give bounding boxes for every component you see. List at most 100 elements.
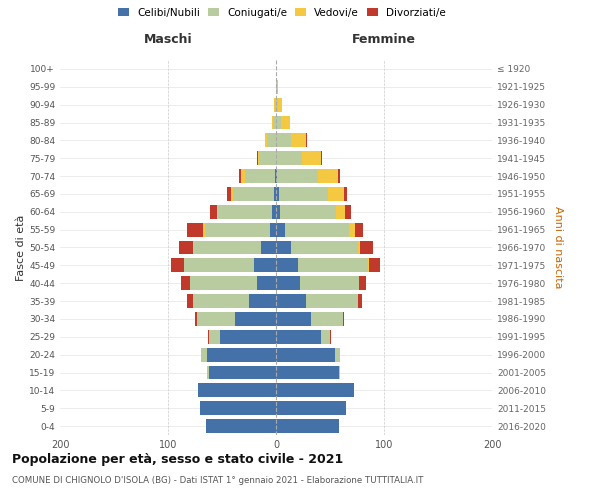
Bar <box>355 222 364 236</box>
Bar <box>220 330 276 344</box>
Text: Maschi: Maschi <box>143 32 193 46</box>
Bar <box>207 348 276 362</box>
Bar <box>265 134 268 147</box>
Bar <box>209 330 220 344</box>
Bar <box>298 258 368 272</box>
Legend: Celibi/Nubili, Coniugati/e, Vedovi/e, Divorziati/e: Celibi/Nubili, Coniugati/e, Vedovi/e, Di… <box>118 8 446 18</box>
Bar <box>277 169 318 183</box>
Bar <box>360 240 373 254</box>
Bar <box>274 98 275 112</box>
Bar <box>276 151 302 165</box>
Bar <box>195 312 197 326</box>
Y-axis label: Anni di nascita: Anni di nascita <box>553 206 563 289</box>
Text: COMUNE DI CHIGNOLO D'ISOLA (BG) - Dati ISTAT 1° gennaio 2021 - Elaborazione TUTT: COMUNE DI CHIGNOLO D'ISOLA (BG) - Dati I… <box>12 476 424 485</box>
Bar <box>274 187 276 201</box>
Bar <box>330 330 331 344</box>
Bar <box>218 205 272 219</box>
Bar <box>276 116 281 130</box>
Bar <box>276 312 311 326</box>
Bar <box>200 401 276 415</box>
Bar <box>276 276 300 290</box>
Bar <box>349 222 355 236</box>
Bar <box>276 80 277 94</box>
Bar <box>187 222 203 236</box>
Bar <box>322 330 330 344</box>
Bar <box>278 98 283 112</box>
Bar <box>279 187 328 201</box>
Bar <box>280 205 337 219</box>
Bar <box>311 312 343 326</box>
Bar <box>249 294 276 308</box>
Bar <box>208 330 209 344</box>
Bar <box>276 205 280 219</box>
Bar <box>209 366 276 380</box>
Bar <box>306 134 307 147</box>
Bar <box>194 240 261 254</box>
Bar <box>245 169 275 183</box>
Bar <box>179 240 193 254</box>
Bar <box>198 384 276 398</box>
Bar <box>300 276 359 290</box>
Bar <box>318 169 338 183</box>
Bar <box>257 276 276 290</box>
Bar <box>337 205 345 219</box>
Bar <box>343 312 344 326</box>
Text: Popolazione per età, sesso e stato civile - 2021: Popolazione per età, sesso e stato civil… <box>12 452 343 466</box>
Bar <box>276 419 338 433</box>
Bar <box>284 222 349 236</box>
Bar <box>273 116 276 130</box>
Bar <box>276 240 291 254</box>
Bar <box>306 294 358 308</box>
Text: Femmine: Femmine <box>352 32 416 46</box>
Bar <box>193 240 194 254</box>
Bar <box>239 169 241 183</box>
Bar <box>291 134 306 147</box>
Bar <box>276 222 284 236</box>
Bar <box>302 151 322 165</box>
Bar <box>210 205 217 219</box>
Bar <box>257 151 259 165</box>
Bar <box>276 98 278 112</box>
Bar <box>184 258 254 272</box>
Bar <box>328 187 344 201</box>
Bar <box>269 222 276 236</box>
Bar <box>272 116 273 130</box>
Bar <box>276 294 306 308</box>
Bar <box>338 366 340 380</box>
Bar <box>206 419 276 433</box>
Bar <box>335 348 340 362</box>
Bar <box>277 80 278 94</box>
Bar <box>276 384 354 398</box>
Y-axis label: Fasce di età: Fasce di età <box>16 214 26 280</box>
Bar <box>259 151 276 165</box>
Bar <box>197 312 235 326</box>
Bar <box>235 312 276 326</box>
Bar <box>217 205 218 219</box>
Bar <box>344 187 347 201</box>
Bar <box>275 169 276 183</box>
Bar <box>345 205 350 219</box>
Bar <box>276 134 291 147</box>
Bar <box>181 276 190 290</box>
Bar <box>276 348 335 362</box>
Bar <box>275 98 276 112</box>
Bar <box>203 222 205 236</box>
Bar <box>272 205 276 219</box>
Bar <box>227 187 230 201</box>
Bar <box>276 169 277 183</box>
Bar <box>190 276 257 290</box>
Bar <box>276 401 346 415</box>
Bar <box>205 222 269 236</box>
Bar <box>276 330 322 344</box>
Bar <box>261 240 276 254</box>
Bar <box>187 294 193 308</box>
Bar <box>241 169 245 183</box>
Bar <box>358 240 360 254</box>
Bar <box>359 276 365 290</box>
Bar <box>230 187 233 201</box>
Bar <box>358 294 362 308</box>
Bar <box>291 240 358 254</box>
Bar <box>276 258 298 272</box>
Bar <box>254 258 276 272</box>
Bar <box>338 169 340 183</box>
